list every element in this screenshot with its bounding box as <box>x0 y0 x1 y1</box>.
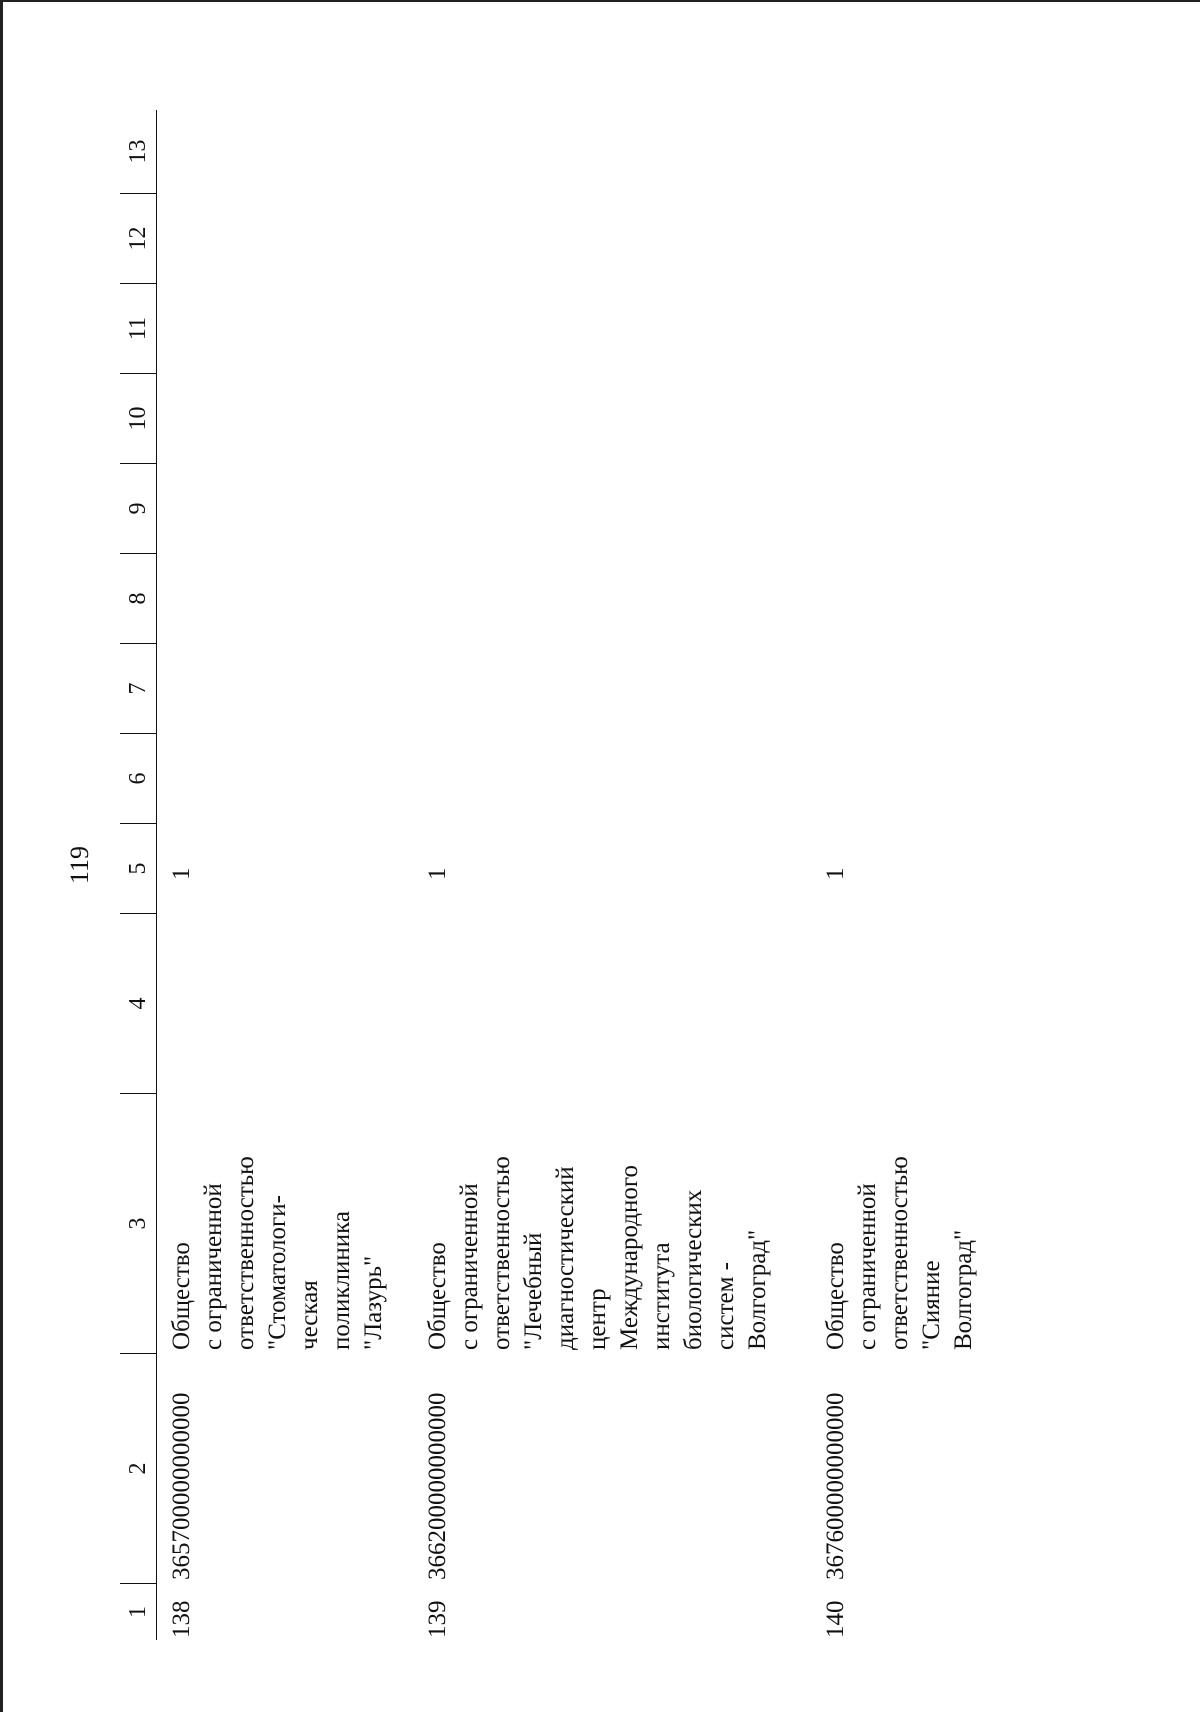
row-col5-value: 1 <box>168 867 195 881</box>
row-organization-name: Общество с ограниченной ответственностью… <box>822 1156 977 1350</box>
scan-edge-top <box>0 0 1200 2</box>
column-header-12: 12 <box>120 194 156 284</box>
row-code: 366200000000000 <box>424 1392 451 1581</box>
table-row: 140 367600000000000 Общество с ограничен… <box>820 110 980 1640</box>
column-header-9: 9 <box>120 464 156 554</box>
row-number: 140 <box>822 1600 849 1639</box>
row-col5-value: 1 <box>822 867 849 881</box>
column-header-8: 8 <box>120 554 156 644</box>
row-number: 138 <box>168 1600 195 1639</box>
column-header-7: 7 <box>120 644 156 734</box>
column-header-11: 11 <box>120 284 156 374</box>
column-header-1: 1 <box>125 1606 151 1618</box>
row-organization-name: Общество с ограниченной ответственностью… <box>424 1156 771 1350</box>
row-number: 139 <box>424 1600 451 1639</box>
table-header-row: 1 2 3 4 5 6 7 8 9 10 11 12 13 <box>120 110 157 1640</box>
table-row: 138 365700000000000 Общество с ограничен… <box>166 110 406 1640</box>
scan-edge-left <box>0 0 3 1712</box>
row-code: 365700000000000 <box>168 1392 195 1581</box>
column-header-6: 6 <box>120 734 156 824</box>
row-code: 367600000000000 <box>822 1392 849 1581</box>
page-number: 119 <box>65 845 94 885</box>
column-header-2: 2 <box>120 1354 156 1584</box>
data-table: 1 2 3 4 5 6 7 8 9 10 11 12 13 138 365700… <box>120 110 977 1640</box>
column-header-13: 13 <box>120 110 156 194</box>
table-row: 139 366200000000000 Общество с ограничен… <box>422 110 792 1640</box>
column-header-5: 5 <box>120 824 156 914</box>
row-organization-name: Общество с ограниченной ответственностью… <box>168 1156 387 1350</box>
column-header-4: 4 <box>120 914 156 1094</box>
column-header-3: 3 <box>120 1094 156 1354</box>
column-header-10: 10 <box>120 374 156 464</box>
row-col5-value: 1 <box>424 867 451 881</box>
